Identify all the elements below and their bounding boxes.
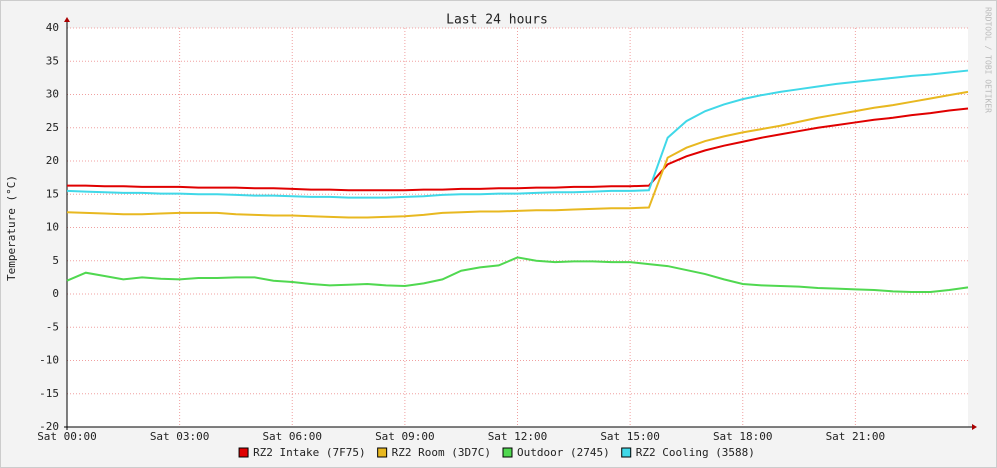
legend-label: RZ2 Cooling (3588) xyxy=(636,446,755,459)
axis-arrow xyxy=(64,17,70,22)
axis-arrow xyxy=(972,424,977,430)
y-tick-label: -5 xyxy=(46,320,59,333)
line xyxy=(66,90,969,219)
x-tick-label: Sat 06:00 xyxy=(262,430,322,443)
y-tick-label: 35 xyxy=(46,54,59,67)
legend-label: RZ2 Intake (7F75) xyxy=(253,446,366,459)
x-tick-label: Sat 15:00 xyxy=(600,430,660,443)
y-tick-label: 20 xyxy=(46,154,59,167)
legend-swatch xyxy=(621,447,632,458)
y-tick-label: 40 xyxy=(46,21,59,34)
legend-swatch xyxy=(377,447,388,458)
legend-swatch xyxy=(502,447,513,458)
y-tick-label: 10 xyxy=(46,221,59,234)
y-tick-label: -15 xyxy=(39,387,59,400)
x-tick-label: Sat 12:00 xyxy=(488,430,548,443)
line xyxy=(67,107,969,192)
y-tick-label: 15 xyxy=(46,187,59,200)
legend-swatch xyxy=(238,447,249,458)
line xyxy=(66,69,969,199)
legend-label: Outdoor (2745) xyxy=(517,446,610,459)
y-tick-label: 25 xyxy=(46,121,59,134)
x-tick-label: Sat 00:00 xyxy=(37,430,97,443)
legend-label: RZ2 Room (3D7C) xyxy=(392,446,491,459)
x-tick-label: Sat 09:00 xyxy=(375,430,435,443)
y-tick-label: -10 xyxy=(39,354,59,367)
x-tick-label: Sat 18:00 xyxy=(713,430,773,443)
x-tick-label: Sat 03:00 xyxy=(150,430,210,443)
line xyxy=(66,256,969,294)
y-tick-label: -20 xyxy=(39,420,59,433)
y-tick-label: 0 xyxy=(52,287,59,300)
y-tick-label: 5 xyxy=(52,254,59,267)
y-tick-label: 30 xyxy=(46,88,59,101)
x-tick-label: Sat 21:00 xyxy=(826,430,886,443)
watermark: RRDTOOL / TOBI OETIKER xyxy=(984,7,993,113)
chart-title: Last 24 hours xyxy=(446,13,548,28)
y-axis-label: Temperature (°C) xyxy=(5,175,18,281)
